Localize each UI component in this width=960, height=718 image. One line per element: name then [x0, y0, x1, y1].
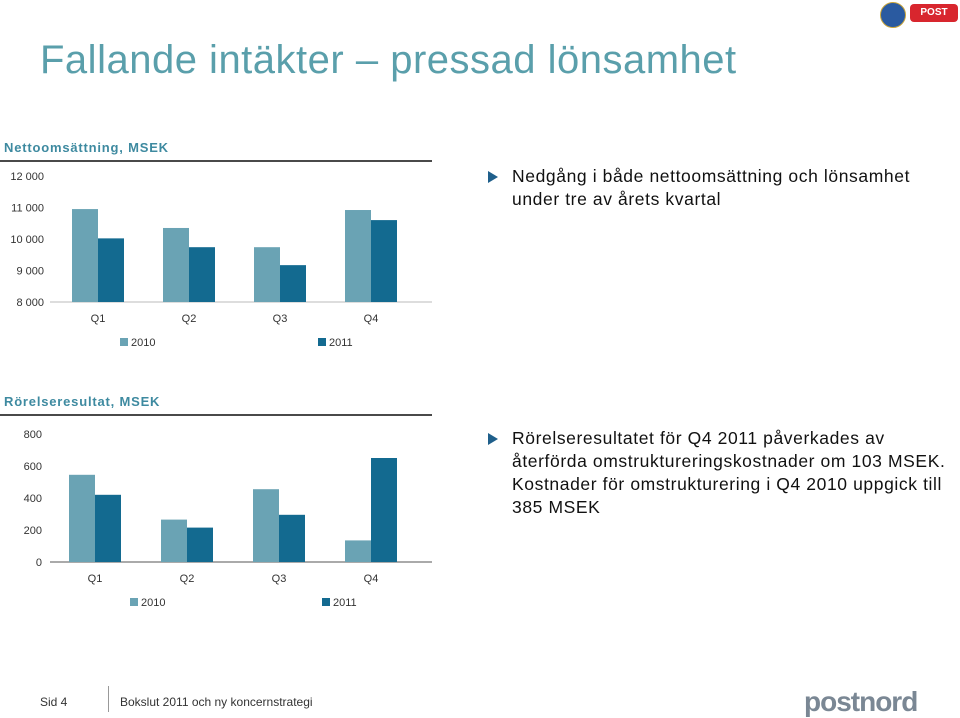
bar-2010-Q4 — [345, 540, 371, 562]
bar-2010-Q1 — [72, 209, 98, 302]
page-number: Sid 4 — [40, 695, 68, 709]
bar-2011-Q2 — [187, 527, 213, 562]
x-tick-label: Q2 — [182, 313, 197, 325]
bar-2011-Q4 — [371, 220, 397, 302]
footer-divider — [108, 686, 109, 712]
bullet-1: Nedgång i både nettoomsättning och lönsa… — [488, 165, 958, 211]
x-tick-label: Q3 — [272, 573, 287, 585]
bullet-2: Rörelseresultatet för Q4 2011 påverkades… — [488, 427, 958, 519]
y-tick-label: 9 000 — [16, 266, 44, 278]
legend-label-2011: 2011 — [329, 337, 353, 349]
x-tick-label: Q4 — [364, 573, 379, 585]
operating-result-chart: 800 600 400 200 0 Q1 Q2 Q3 Q4 2010 2011 — [24, 429, 432, 609]
y-tick-label: 12 000 — [10, 171, 44, 183]
bar-2011-Q1 — [98, 238, 124, 302]
bar-2010-Q4 — [345, 210, 371, 302]
legend-label-2011: 2011 — [333, 597, 357, 609]
post-logo-badge: POST — [910, 4, 958, 22]
bar-2011-Q3 — [279, 514, 305, 562]
y-tick-label: 10 000 — [10, 234, 44, 246]
bar-2010-Q2 — [163, 227, 189, 302]
bar-2010-Q3 — [254, 247, 280, 302]
chart1-title: Nettoomsättning, MSEK — [4, 140, 169, 155]
y-tick-label: 800 — [24, 429, 42, 441]
x-tick-label: Q2 — [180, 573, 195, 585]
y-tick-label: 11 000 — [11, 203, 44, 215]
bullet-arrow-icon — [488, 433, 498, 445]
y-tick-label: 400 — [24, 493, 42, 505]
bar-2010-Q2 — [161, 519, 187, 562]
legend-label-2010: 2010 — [141, 597, 165, 609]
x-tick-label: Q1 — [91, 313, 106, 325]
chart1-rule — [0, 160, 432, 162]
legend-swatch-2011 — [322, 598, 330, 606]
posten-crest-icon — [880, 2, 906, 28]
bar-2011-Q2 — [189, 247, 215, 302]
legend-swatch-2010 — [130, 598, 138, 606]
legend-swatch-2010 — [120, 338, 128, 346]
bar-2011-Q3 — [280, 265, 306, 302]
x-tick-label: Q4 — [364, 313, 379, 325]
bullet-arrow-icon — [488, 171, 498, 183]
postnord-logo: postnord — [804, 686, 918, 717]
chart2-title: Rörelseresultat, MSEK — [4, 394, 161, 409]
x-tick-label: Q3 — [273, 313, 288, 325]
y-tick-label: 600 — [24, 461, 42, 473]
x-tick-label: Q1 — [88, 573, 103, 585]
y-tick-label: 0 — [36, 557, 42, 569]
bar-2011-Q1 — [95, 494, 121, 562]
y-tick-label: 200 — [24, 525, 42, 537]
page-title: Fallande intäkter – pressad lönsamhet — [40, 38, 737, 82]
footer-subtitle: Bokslut 2011 och ny koncernstrategi — [120, 695, 313, 709]
bar-2010-Q1 — [69, 474, 95, 562]
legend-swatch-2011 — [318, 338, 326, 346]
bar-2011-Q4 — [371, 458, 397, 562]
y-tick-label: 8 000 — [16, 297, 44, 309]
chart2-rule — [0, 414, 432, 416]
bar-2010-Q3 — [253, 489, 279, 562]
revenue-chart: 12 000 11 000 10 000 9 000 8 000 Q1 Q2 Q3 Q4 2010… — [10, 171, 432, 349]
legend-label-2010: 2010 — [131, 337, 155, 349]
